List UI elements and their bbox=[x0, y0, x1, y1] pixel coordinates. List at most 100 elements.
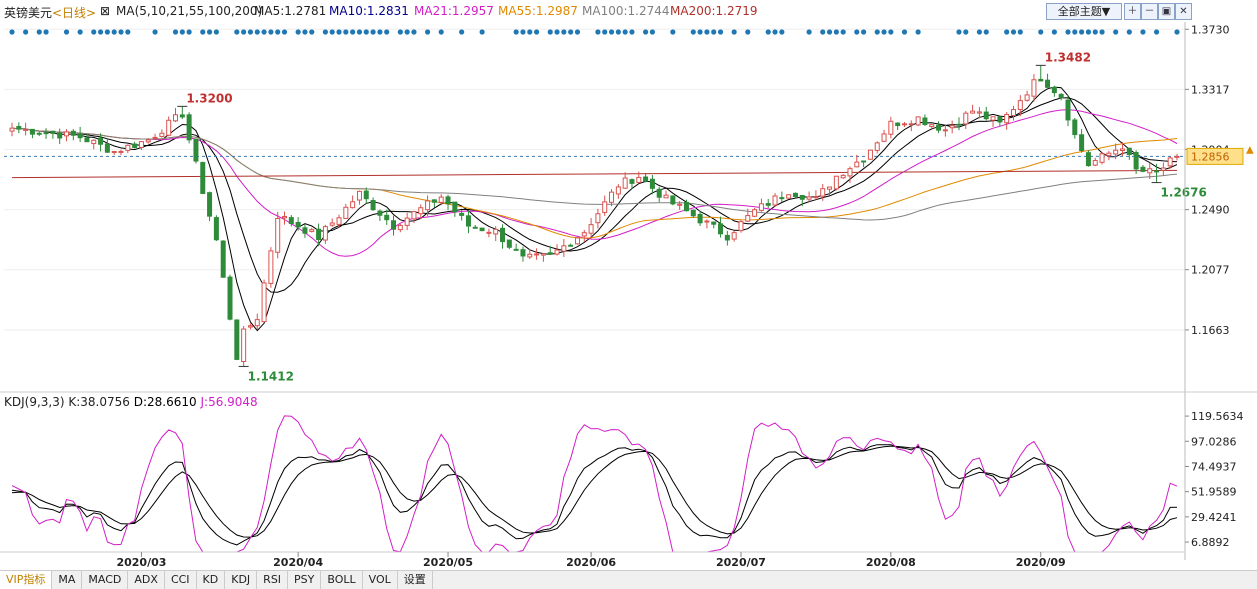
candlestick bbox=[1167, 156, 1173, 169]
ma5-line bbox=[11, 86, 1178, 332]
extreme-label: 1.3200 bbox=[186, 91, 232, 105]
candlestick bbox=[186, 112, 192, 144]
tab-vol[interactable]: VOL bbox=[363, 571, 398, 589]
tab-ma[interactable]: MA bbox=[52, 571, 83, 589]
candlestick bbox=[118, 149, 124, 156]
candle-body bbox=[397, 224, 403, 231]
candlestick bbox=[976, 107, 982, 119]
candle-body bbox=[234, 319, 240, 360]
signal-dot bbox=[615, 29, 621, 35]
candle-body bbox=[166, 119, 172, 136]
candle-body bbox=[963, 112, 969, 125]
candle-body bbox=[990, 116, 996, 121]
signal-dot bbox=[1038, 29, 1044, 35]
ma-indicator-icon[interactable]: ⊠ bbox=[100, 4, 111, 18]
tab-macd[interactable]: MACD bbox=[82, 571, 129, 589]
candlestick bbox=[29, 128, 35, 139]
period-label[interactable]: <日线> bbox=[52, 6, 97, 20]
tab-boll[interactable]: BOLL bbox=[321, 571, 363, 589]
signal-dot bbox=[377, 29, 383, 35]
signal-dot bbox=[104, 29, 110, 35]
candle-body bbox=[677, 203, 683, 206]
signal-dot bbox=[629, 29, 635, 35]
candle-body bbox=[513, 248, 519, 251]
candle-body bbox=[1092, 160, 1098, 166]
tab-kdj[interactable]: KDJ bbox=[225, 571, 258, 589]
signal-dot bbox=[1092, 29, 1098, 35]
tab-cci[interactable]: CCI bbox=[165, 571, 197, 589]
ma100-value: MA100:1.2744 bbox=[582, 4, 670, 18]
candle-body bbox=[588, 224, 594, 234]
signal-dot bbox=[247, 29, 254, 35]
tab-kd[interactable]: KD bbox=[197, 571, 226, 589]
candle-body bbox=[411, 211, 417, 220]
signal-dot bbox=[745, 29, 751, 35]
close-icon[interactable]: ✕ bbox=[1175, 3, 1192, 20]
y-tick-label: 1.2077 bbox=[1191, 264, 1230, 277]
candle-body bbox=[438, 196, 444, 203]
kdj-y-tick-label: 51.9589 bbox=[1191, 486, 1237, 499]
candle-body bbox=[77, 133, 83, 139]
tab-rsi[interactable]: RSI bbox=[257, 571, 289, 589]
candle-body bbox=[9, 127, 15, 132]
candle-body bbox=[418, 207, 424, 215]
theme-dropdown[interactable]: 全部主题▼ bbox=[1046, 3, 1122, 20]
tab-vip[interactable]: VIP指标 bbox=[0, 571, 53, 589]
signal-dot bbox=[854, 29, 860, 35]
signal-dot bbox=[554, 29, 560, 35]
candlestick bbox=[1004, 112, 1010, 130]
candle-body bbox=[241, 328, 247, 363]
candle-body bbox=[915, 116, 921, 126]
signal-dot bbox=[690, 29, 696, 35]
candlestick bbox=[588, 218, 594, 240]
candle-body bbox=[350, 201, 356, 209]
candlestick bbox=[854, 154, 860, 168]
candle-body bbox=[813, 196, 819, 199]
candle-body bbox=[1065, 99, 1071, 121]
candlestick bbox=[57, 128, 63, 145]
candle-body bbox=[268, 250, 274, 284]
ma100-line bbox=[11, 127, 1178, 221]
signal-dot bbox=[1126, 29, 1132, 35]
tab-settings[interactable]: 设置 bbox=[398, 571, 433, 589]
candlestick bbox=[547, 245, 553, 255]
candle-body bbox=[724, 234, 730, 241]
zoom-out-icon[interactable]: － bbox=[1141, 3, 1158, 20]
zoom-in-icon[interactable]: ＋ bbox=[1124, 3, 1141, 20]
candlestick bbox=[861, 160, 867, 168]
signal-dot bbox=[91, 29, 97, 35]
candlestick bbox=[881, 129, 887, 143]
candle-body bbox=[16, 125, 22, 130]
candle-body bbox=[731, 232, 737, 240]
candle-body bbox=[479, 227, 485, 232]
signal-dot bbox=[36, 29, 42, 35]
candlestick bbox=[152, 133, 158, 141]
candlestick bbox=[758, 198, 764, 212]
candlestick bbox=[827, 186, 833, 196]
tab-psy[interactable]: PSY bbox=[288, 571, 322, 589]
candlestick bbox=[411, 210, 417, 224]
signal-dot bbox=[268, 29, 274, 35]
tab-adx[interactable]: ADX bbox=[128, 571, 165, 589]
candlestick bbox=[91, 139, 97, 150]
candlestick bbox=[813, 190, 819, 200]
candle-body bbox=[207, 192, 213, 217]
candlestick bbox=[997, 115, 1003, 127]
candlestick bbox=[615, 184, 621, 199]
signal-dot bbox=[826, 29, 833, 35]
candle-body bbox=[356, 190, 362, 201]
window-icon[interactable]: ▣ bbox=[1158, 3, 1175, 20]
candlestick bbox=[711, 221, 717, 229]
candlestick bbox=[1160, 162, 1166, 177]
candlestick bbox=[1147, 162, 1153, 180]
candlestick bbox=[888, 116, 894, 139]
candlestick bbox=[949, 120, 955, 134]
candle-body bbox=[1058, 93, 1064, 99]
candlestick bbox=[915, 116, 921, 127]
signal-dot bbox=[642, 29, 649, 35]
candle-body bbox=[384, 214, 390, 221]
candle-body bbox=[29, 128, 35, 135]
signal-dot bbox=[765, 29, 771, 35]
signal-dot bbox=[172, 29, 179, 35]
